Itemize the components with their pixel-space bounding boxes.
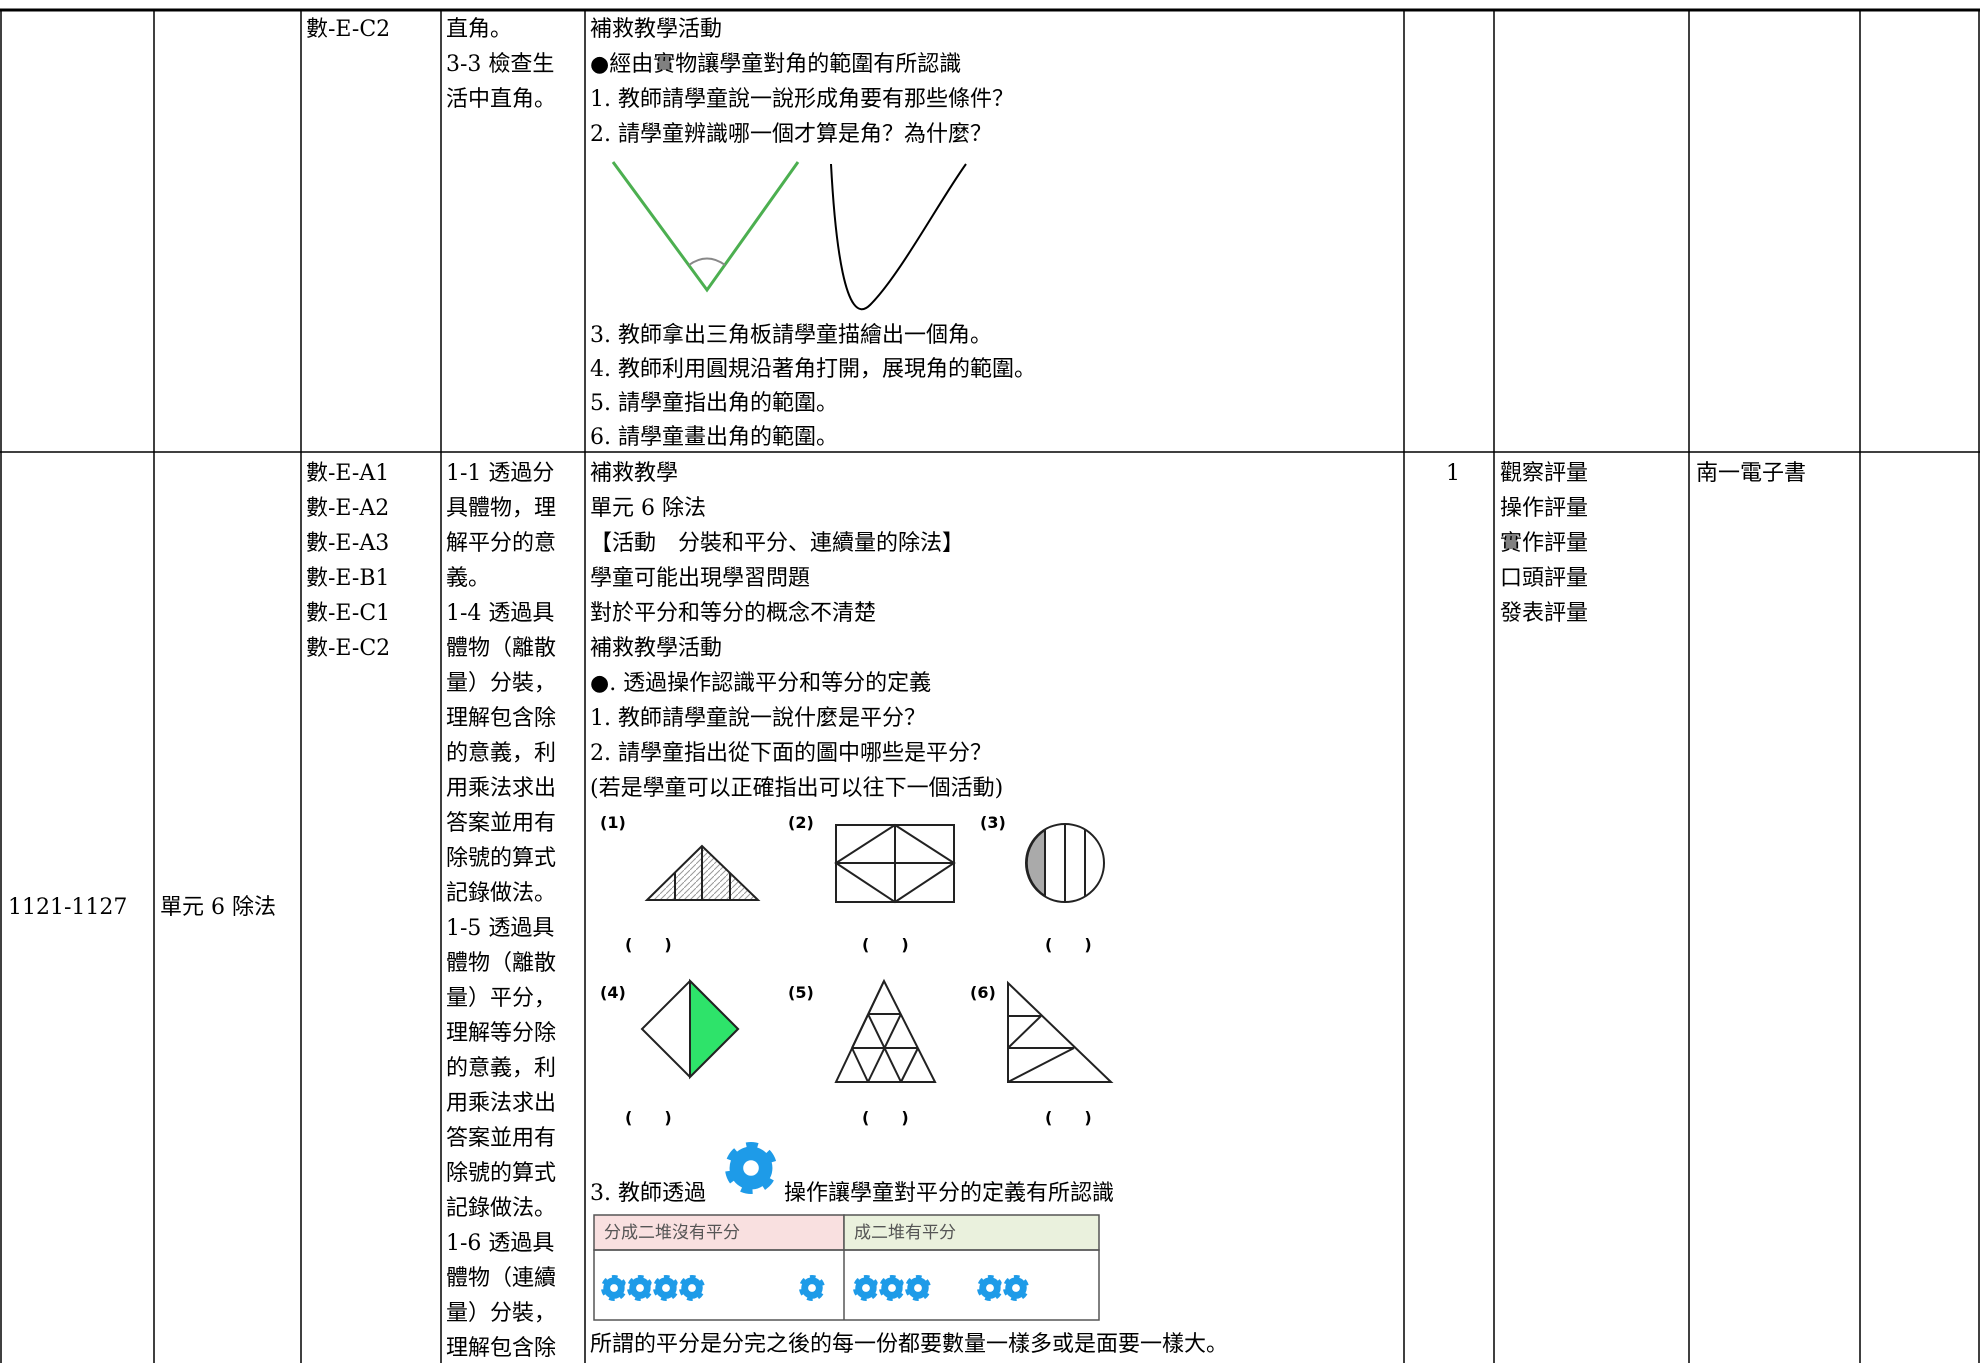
fraction-figures xyxy=(640,823,1114,1083)
cell-text: 量）分裝， xyxy=(446,671,557,696)
cell-text: 3-3 檢查生 xyxy=(446,52,555,77)
cell-text: 記錄做法。 xyxy=(446,881,557,906)
gear-hole xyxy=(610,1284,618,1292)
cell-text: (2) xyxy=(788,813,814,832)
cell-text: 除號的算式 xyxy=(446,846,557,871)
cell-text: 操作讓學童對平分的定義有所認識 xyxy=(784,1181,1115,1206)
cell-text: 活中直角。 xyxy=(446,87,557,112)
cell-text: 量）分裝， xyxy=(446,1301,557,1326)
cell-text: 1-4 透過具 xyxy=(446,601,555,626)
cell-text: 5. 請學童指出角的範圍。 xyxy=(590,391,838,416)
gear-hole xyxy=(862,1284,870,1292)
gear-hole xyxy=(808,1284,816,1292)
cell-text: 6. 請學童畫出角的範圍。 xyxy=(590,425,838,450)
cell-text: 理解包含除 xyxy=(446,1336,557,1361)
cell-text: 學童可能出現學習問題 xyxy=(590,566,811,591)
cell-text: 用乘法求出 xyxy=(446,776,557,801)
cell-text: 體物（離散 xyxy=(446,951,557,976)
cell-text: 成二堆有平分 xyxy=(854,1223,956,1243)
cell-text: 1. 教師請學童說一說什麼是平分？ xyxy=(590,706,926,731)
angle-figures xyxy=(611,161,967,311)
cell-text: 單元 6 除法 xyxy=(160,895,276,920)
cell-text: 補救教學活動 xyxy=(590,17,723,42)
cell-text: 理解等分除 xyxy=(446,1021,557,1046)
cell-text: 補救教學活動 xyxy=(590,636,723,661)
cell-text: 數-E-A2 xyxy=(306,496,390,521)
cell-text: (6) xyxy=(970,983,996,1002)
cell-text: 數-E-C1 xyxy=(306,601,391,626)
gear-hole xyxy=(743,1160,759,1176)
cell-text: 數-E-C2 xyxy=(306,636,391,661)
cell-text: 理解包含除 xyxy=(446,706,557,731)
cell-text: 分成二堆沒有平分 xyxy=(604,1223,740,1243)
cell-text: 答案並用有 xyxy=(446,1126,557,1151)
gear-hole xyxy=(986,1284,994,1292)
cell-text: (1) xyxy=(600,813,626,832)
cell-text: 【活動 分裝和平分、連續量的除法】 xyxy=(590,531,965,556)
cell-text: 實作評量 xyxy=(1500,531,1589,556)
cell-text: (3) xyxy=(980,813,1006,832)
cell-text: ●. 透過操作認識平分和等分的定義 xyxy=(590,671,932,696)
cell-text: 3. 教師透過 xyxy=(590,1181,706,1206)
cell-text: ( ) xyxy=(625,1108,672,1127)
cell-text: 1. 教師請學童說一說形成角要有那些條件？ xyxy=(590,87,1014,112)
cell-text: 1-1 透過分 xyxy=(446,461,555,486)
gear-hole xyxy=(888,1284,896,1292)
gear-hole xyxy=(1012,1284,1020,1292)
cell-text: 答案並用有 xyxy=(446,811,557,836)
gear-hole xyxy=(636,1284,644,1292)
cell-text: 南一電子書 xyxy=(1696,461,1807,486)
cell-text: 補救教學 xyxy=(590,461,679,486)
cell-text: 數-E-C2 xyxy=(306,17,391,42)
cell-text: 體物（離散 xyxy=(446,636,557,661)
table-grid xyxy=(0,8,1980,1363)
cell-text: 4. 教師利用圓規沿著角打開，展現角的範圍。 xyxy=(590,357,1036,382)
cell-text: (4) xyxy=(600,983,626,1002)
cell-text: 用乘法求出 xyxy=(446,1091,557,1116)
cell-text: 數-E-A3 xyxy=(306,531,390,556)
compare-table xyxy=(593,1214,1100,1321)
cell-text: 記錄做法。 xyxy=(446,1196,557,1221)
cell-text: 對於平分和等分的概念不清楚 xyxy=(590,601,877,626)
cell-text: 所謂的平分是分完之後的每一份都要數量一樣多或是面要一樣大。 xyxy=(590,1332,1229,1357)
cell-text: 除號的算式 xyxy=(446,1161,557,1186)
gear-hole xyxy=(662,1284,670,1292)
cell-text: 的意義，利 xyxy=(446,741,557,766)
cell-text: 解平分的意 xyxy=(446,531,557,556)
cell-text: 量）平分， xyxy=(446,986,557,1011)
cell-text: 體物（連續 xyxy=(446,1266,557,1291)
cell-text: 數-E-A1 xyxy=(306,461,390,486)
cell-text: ( ) xyxy=(862,935,909,954)
cell-text: ( ) xyxy=(1045,935,1092,954)
cell-text: 口頭評量 xyxy=(1500,566,1589,591)
cell-text: ( ) xyxy=(625,935,672,954)
cell-text: 義。 xyxy=(446,566,491,591)
cell-text: 操作評量 xyxy=(1500,496,1589,521)
cell-text: 3. 教師拿出三角板請學童描繪出一個角。 xyxy=(590,323,992,348)
cell-text: 觀察評量 xyxy=(1500,461,1589,486)
cell-text: 1 xyxy=(1446,461,1460,486)
cell-text: 發表評量 xyxy=(1500,601,1589,626)
cell-text: 單元 6 除法 xyxy=(590,496,706,521)
cell-text: 直角。 xyxy=(446,17,513,42)
cell-text: 2. 請學童指出從下面的圖中哪些是平分？ xyxy=(590,741,992,766)
cell-text: 1-5 透過具 xyxy=(446,916,555,941)
cell-text: 具體物，理 xyxy=(446,496,557,521)
gear-hole xyxy=(914,1284,922,1292)
cell-text: 數-E-B1 xyxy=(306,566,390,591)
cell-text: ( ) xyxy=(1045,1108,1092,1127)
cell-text: (若是學童可以正確指出可以往下一個活動) xyxy=(590,776,1004,801)
cell-text: 1-6 透過具 xyxy=(446,1231,555,1256)
cell-text: ( ) xyxy=(862,1108,909,1127)
cell-text: 2. 請學童辨識哪一個才算是角？為什麼？ xyxy=(590,122,992,147)
gear-icons xyxy=(598,1137,1032,1304)
cell-text: ●經由實物讓學童對角的範圍有所認識 xyxy=(590,52,962,77)
cell-text: (5) xyxy=(788,983,814,1002)
cell-text: 的意義，利 xyxy=(446,1056,557,1081)
cell-text: 1121-1127 xyxy=(8,895,128,920)
gear-hole xyxy=(688,1284,696,1292)
